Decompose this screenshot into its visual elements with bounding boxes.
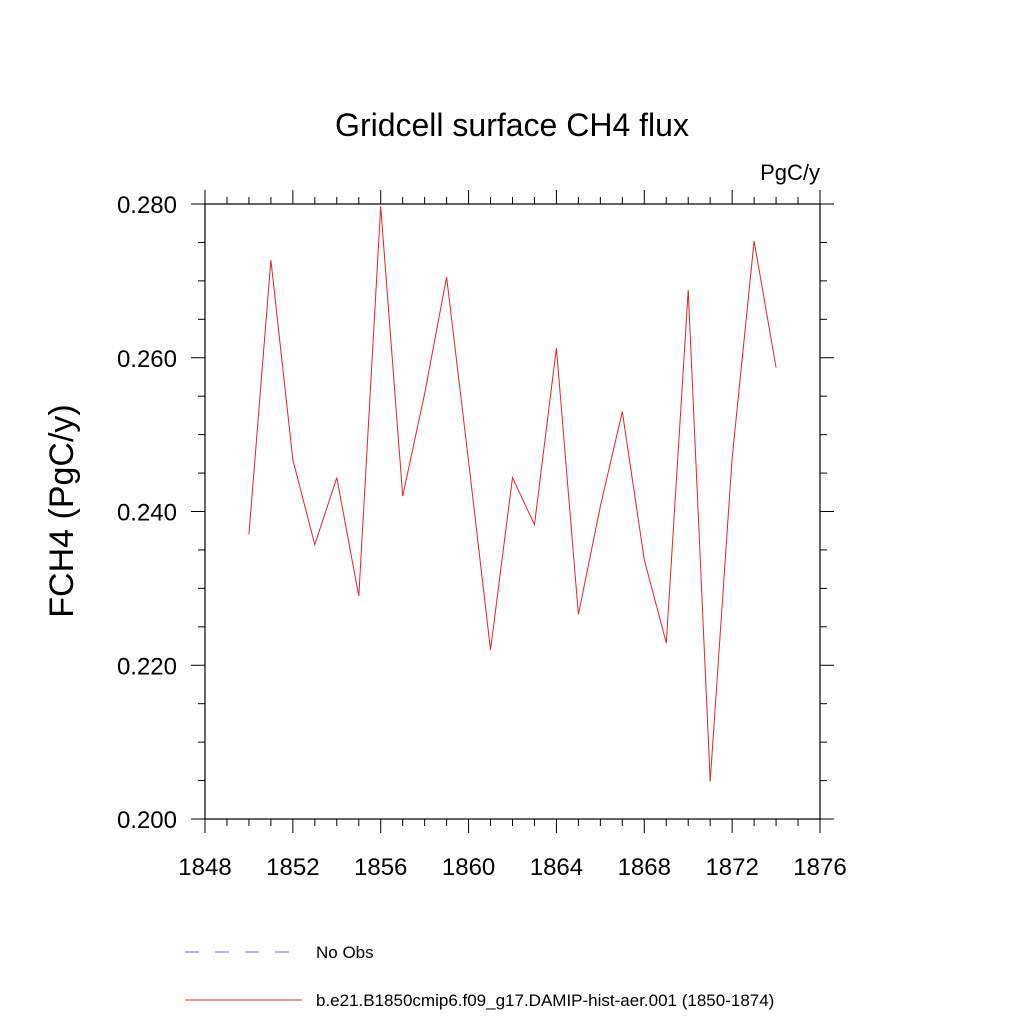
plot-frame xyxy=(204,203,821,820)
y-tick-label: 0.260 xyxy=(117,346,177,373)
x-tick-label: 1872 xyxy=(705,854,758,881)
y-tick-label: 0.200 xyxy=(117,807,177,834)
x-axis: 1848 1852 1856 1860 1864 1868 1872 1876 xyxy=(178,190,847,881)
y-axis: 0.200 0.220 0.240 0.260 0.280 xyxy=(117,192,834,834)
units-label: PgC/y xyxy=(760,160,820,185)
series-line xyxy=(248,206,777,782)
y-tick-label: 0.220 xyxy=(117,653,177,680)
y-tick-label: 0.240 xyxy=(117,500,177,527)
legend: No Obs b.e21.B1850cmip6.f09_g17.DAMIP-hi… xyxy=(185,943,774,1010)
legend-label-no-obs: No Obs xyxy=(316,943,374,962)
x-tick-label: 1876 xyxy=(793,854,846,881)
y-axis-label: FCH4 (PgC/y) xyxy=(43,404,81,617)
x-tick-label: 1856 xyxy=(354,854,407,881)
series-layer xyxy=(248,206,777,782)
x-tick-label: 1848 xyxy=(178,854,231,881)
y-tick-label: 0.280 xyxy=(117,192,177,219)
x-tick-label: 1860 xyxy=(442,854,495,881)
x-tick-label: 1868 xyxy=(618,854,671,881)
chart-title: Gridcell surface CH4 flux xyxy=(335,107,689,143)
x-tick-label: 1864 xyxy=(530,854,583,881)
x-tick-label: 1852 xyxy=(266,854,319,881)
legend-label-series: b.e21.B1850cmip6.f09_g17.DAMIP-hist-aer.… xyxy=(316,991,774,1010)
